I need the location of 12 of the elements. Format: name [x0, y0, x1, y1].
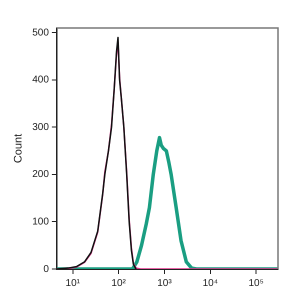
y-axis-title: Count [12, 134, 25, 164]
y-tick-label: 200 [32, 169, 50, 180]
y-tick-label: 300 [32, 122, 50, 133]
x-tick-label: 10³ [157, 278, 172, 289]
y-tick-label: 400 [32, 74, 50, 86]
x-tick-label: 10⁵ [248, 278, 264, 289]
y-tick-label: 500 [32, 27, 50, 38]
y-tick-label: 100 [32, 216, 50, 228]
y-tick-label: 0 [43, 264, 50, 275]
x-tick-label: 10¹ [66, 278, 81, 289]
x-tick-label: 10² [111, 278, 127, 289]
x-tick-label: 10⁴ [202, 278, 218, 289]
